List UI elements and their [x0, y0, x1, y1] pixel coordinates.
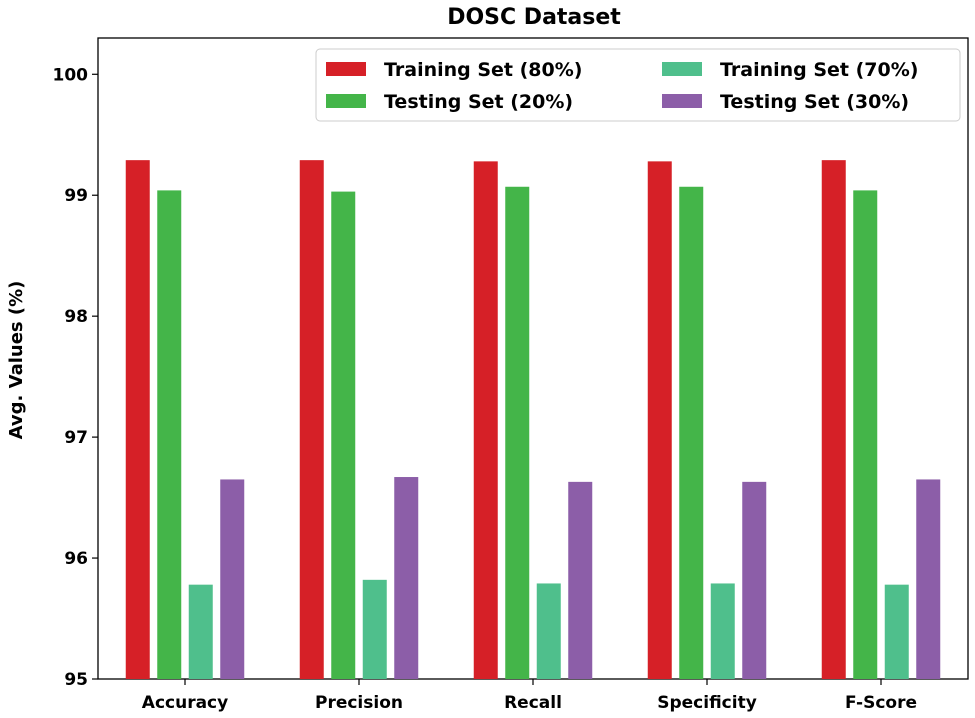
chart-title: DOSC Dataset: [447, 5, 621, 30]
y-tick-label: 100: [53, 65, 89, 85]
bar-recall-series-2: [536, 583, 561, 679]
legend-label-1: Testing Set (20%): [384, 91, 573, 113]
y-tick-label: 98: [64, 307, 88, 327]
bar-precision-series-1: [331, 191, 356, 679]
bar-f-score-series-2: [884, 584, 909, 679]
bar-specificity-series-1: [679, 186, 704, 679]
bar-precision-series-3: [394, 477, 419, 679]
bar-recall-series-3: [568, 481, 593, 679]
bar-accuracy-series-3: [220, 479, 245, 679]
bar-precision-series-2: [362, 579, 387, 679]
x-tick-label: Specificity: [657, 693, 757, 713]
legend-swatch-0: [326, 62, 366, 76]
bar-specificity-series-0: [647, 161, 672, 680]
y-tick-label: 99: [64, 186, 88, 206]
bar-accuracy-series-0: [125, 160, 150, 679]
plot-frame: [97, 37, 969, 680]
bar-f-score-series-0: [821, 160, 846, 679]
y-tick-label: 95: [64, 670, 88, 690]
y-axis-label: Avg. Values (%): [6, 281, 27, 440]
y-tick-label: 97: [64, 428, 88, 448]
bar-recall-series-1: [505, 186, 530, 679]
legend-label-3: Testing Set (30%): [720, 91, 909, 113]
legend-box: [315, 48, 961, 122]
legend-swatch-3: [662, 94, 702, 108]
legend-swatch-2: [662, 62, 702, 76]
x-tick-label: F-Score: [845, 693, 917, 713]
bar-f-score-series-1: [853, 190, 878, 679]
bar-accuracy-series-2: [188, 584, 213, 679]
legend-label-2: Training Set (70%): [720, 59, 918, 81]
bar-specificity-series-3: [742, 481, 767, 679]
bar-specificity-series-2: [710, 583, 735, 679]
x-tick-label: Accuracy: [142, 693, 228, 713]
bar-accuracy-series-1: [157, 190, 182, 679]
bar-f-score-series-3: [916, 479, 941, 679]
legend-swatch-1: [326, 94, 366, 108]
bar-recall-series-0: [473, 161, 498, 680]
axes-layer: 95 96 97 98 99 100 Accuracy Precision Recall Spec…: [53, 37, 969, 713]
y-tick-label: 96: [64, 549, 88, 569]
bar-precision-series-0: [299, 160, 324, 679]
x-tick-label: Recall: [504, 693, 562, 713]
legend-label-0: Training Set (80%): [384, 59, 582, 81]
x-tick-label: Precision: [315, 693, 403, 713]
legend: Training Set (80%) Testing Set (20%) Train…: [315, 48, 961, 122]
bars-layer: [125, 160, 941, 680]
